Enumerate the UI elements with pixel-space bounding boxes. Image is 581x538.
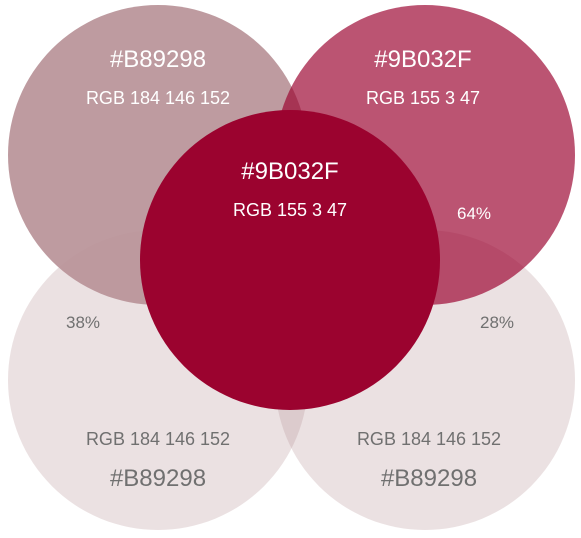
bottom-right-hex-label: #B89298 (380, 465, 478, 492)
bottom-left-hex-label: #B89298 (109, 465, 207, 492)
center-hex-label: #9B032F (241, 158, 339, 185)
top-left-hex-label: #B89298 (109, 46, 207, 73)
bottom-right-rgb-label: RGB 184 146 152 (356, 429, 502, 449)
top-right-rgb-label: RGB 155 3 47 (365, 88, 481, 108)
center-swatch-circle[interactable] (140, 110, 440, 410)
bottom-left-rgb-label: RGB 184 146 152 (85, 429, 231, 449)
center-rgb-label: RGB 155 3 47 (232, 200, 348, 220)
top-right-percentage-label: 64% (457, 204, 492, 223)
bottom-right-percentage-label: 28% (480, 313, 515, 332)
top-right-hex-label: #9B032F (374, 46, 472, 73)
bottom-left-percentage-label: 38% (66, 313, 101, 332)
top-left-rgb-label: RGB 184 146 152 (85, 88, 231, 108)
